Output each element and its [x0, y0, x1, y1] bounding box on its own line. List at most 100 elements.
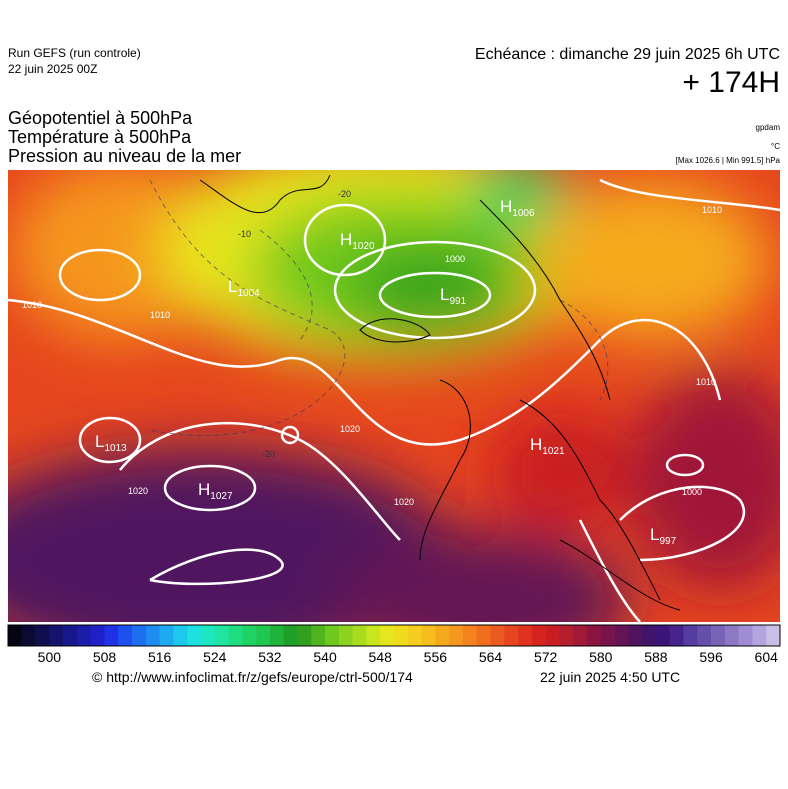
colorbar-swatch [228, 625, 243, 646]
pressure-center: L1013 [95, 432, 127, 454]
unit: [Max 1026.6 | Min 991.5] hPa [675, 156, 780, 165]
center-value: 1006 [512, 208, 535, 219]
colorbar-swatch [325, 625, 340, 646]
colorbar-swatch [435, 625, 450, 646]
colorbar-swatch [683, 625, 698, 646]
pressure-center: H1006 [500, 197, 535, 219]
pressure-center: L997 [650, 525, 677, 547]
colorbar-swatch [394, 625, 409, 646]
colorbar-swatch [697, 625, 712, 646]
contour-label: -20 [338, 189, 351, 199]
colorbar-swatch [600, 625, 615, 646]
colorbar-swatch [256, 625, 271, 646]
center-value: 997 [659, 536, 676, 547]
echeance: Echéance : dimanche 29 juin 2025 6h UTC [474, 46, 780, 63]
lead-time: + 174H [682, 66, 780, 99]
colorbar-swatch [421, 625, 436, 646]
colorbar-swatch [90, 625, 105, 646]
colorbar-swatch [283, 625, 298, 646]
colorbar-swatch [104, 625, 119, 646]
field [8, 170, 780, 622]
center-value: 991 [449, 296, 466, 307]
colorbar-swatch [159, 625, 174, 646]
contour-label: 1020 [340, 424, 360, 434]
title: Pression au niveau de la mer [8, 146, 242, 166]
pressure-center: L1004 [228, 277, 260, 299]
colorbar-swatch [628, 625, 643, 646]
run-date: 22 juin 2025 00Z [8, 62, 98, 76]
colorbar-swatch [462, 625, 478, 646]
colorbar-tick-label: 516 [148, 649, 172, 665]
colorbar-tick-label: 556 [424, 649, 448, 665]
colorbar-swatch [201, 625, 216, 646]
colorbar-swatch [76, 625, 92, 646]
pressure-center: H1020 [340, 230, 375, 252]
colorbar-tick-label: 572 [534, 649, 558, 665]
center-type: L [228, 277, 237, 296]
colorbar-swatch [738, 625, 753, 646]
colorbar-tick-label: 508 [93, 649, 117, 665]
center-value: 1004 [237, 288, 260, 299]
contour-label: -10 [238, 229, 251, 239]
colorbar-swatch [573, 625, 588, 646]
colorbar-swatch [545, 625, 560, 646]
colorbar-tick-label: 540 [313, 649, 337, 665]
colorbar-tick-label: 580 [589, 649, 613, 665]
colorbar-swatch [476, 625, 491, 646]
colorbar-swatch [297, 625, 312, 646]
pressure-center: H1021 [530, 435, 565, 457]
colorbar-swatch [63, 625, 78, 646]
contour-label: 1000 [445, 254, 465, 264]
colorbar-swatch [669, 625, 684, 646]
center-type: L [650, 525, 659, 544]
colorbar-swatch [407, 625, 422, 646]
colorbar-swatch [118, 625, 133, 646]
colorbar-frame [7, 624, 781, 647]
generated-time: 22 juin 2025 4:50 UTC [540, 669, 681, 685]
colorbar-swatch [21, 625, 36, 646]
colorbar-swatch [587, 625, 602, 646]
colorbar-swatch [352, 625, 367, 646]
colorbar-tick-label: 500 [38, 649, 62, 665]
contour-label: -20 [262, 449, 275, 459]
colorbar-swatch [752, 625, 767, 646]
colorbar-swatch [132, 625, 147, 646]
center-type: H [340, 230, 352, 249]
contour-label: 1010 [696, 377, 716, 387]
colorbar-swatch [187, 625, 202, 646]
colorbar-swatch [724, 625, 739, 646]
coastlines [199, 174, 681, 611]
unit: gpdam [755, 123, 780, 132]
colorbar-tick-label: 604 [755, 649, 779, 665]
colorbar-swatch [214, 625, 229, 646]
colorbar-swatch [559, 625, 574, 646]
colorbar-swatch [531, 625, 546, 646]
colorbar: 500 508 516 524 532 540 548 556 564 572 580 588 596 6… [7, 624, 781, 665]
colorbar-swatch [49, 625, 64, 646]
center-value: 1013 [104, 443, 127, 454]
colorbar-swatch [380, 625, 395, 646]
source-url: © http://www.infoclimat.fr/z/gefs/europe… [92, 669, 413, 685]
center-type: H [530, 435, 542, 454]
colorbar-tick-label: 524 [203, 649, 227, 665]
colorbar-swatch [338, 625, 353, 646]
colorbar-tick-label: 532 [258, 649, 282, 665]
contour-label: 1010 [22, 300, 42, 310]
colorbar-swatch [490, 625, 505, 646]
title: Température à 500hPa [8, 127, 192, 147]
contour-label: 1010 [702, 205, 722, 215]
colorbar-swatch [366, 625, 381, 646]
isotherms [149, 179, 609, 436]
colorbar-tick-label: 596 [699, 649, 723, 665]
colorbar-swatch [655, 625, 671, 646]
colorbar-swatch [35, 625, 50, 646]
colorbar-swatch [311, 625, 326, 646]
map-labels: L1013H1027H1020L991L1004H1006H1021L99710… [22, 189, 722, 547]
contour-label: 1000 [682, 487, 702, 497]
colorbar-swatch [766, 625, 781, 646]
colorbar-swatch [711, 625, 726, 646]
colorbar-swatch [145, 625, 160, 646]
run: Run GEFS (run controle) [8, 46, 141, 60]
unit: °C [771, 142, 780, 151]
